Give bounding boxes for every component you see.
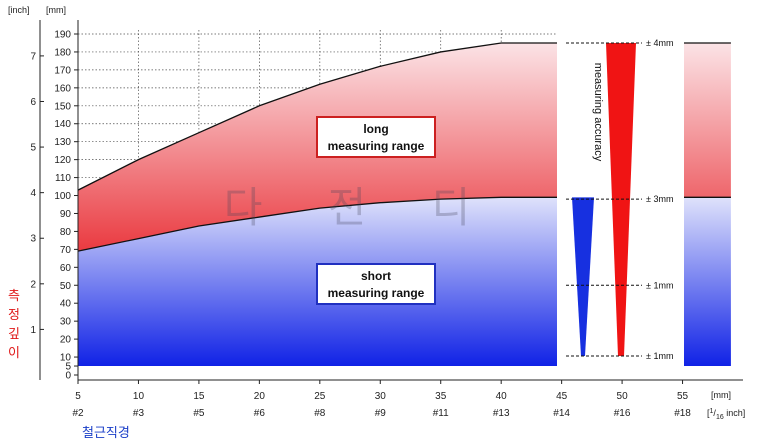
- y-tick-label: 90: [60, 209, 72, 220]
- accuracy-level-label: ± 4mm: [646, 38, 673, 48]
- inch-tick-label: 6: [30, 97, 36, 108]
- inch-tick-label: 1: [30, 325, 36, 336]
- x-tick-label: 10: [133, 391, 145, 402]
- y-tick-label: 100: [54, 191, 71, 202]
- x-rebar-label: #11: [433, 408, 449, 419]
- y-tick-label: 60: [60, 263, 72, 274]
- y-tick-label: 0: [65, 371, 71, 382]
- y-tick-label: 160: [54, 83, 71, 94]
- korean-x-label: 철근직경: [82, 426, 130, 441]
- x-tick-label: 35: [435, 391, 447, 402]
- x-tick-label: 30: [375, 391, 387, 402]
- y-tick-label: 10: [60, 353, 72, 364]
- inch-tick-label: 3: [30, 234, 36, 245]
- watermark-text: 다 전 디: [224, 183, 497, 232]
- long-range-label-line1: long: [363, 122, 388, 136]
- x-tick-label: 5: [75, 391, 81, 402]
- x-tick-label: 15: [193, 391, 205, 402]
- accuracy-level-label: ± 3mm: [646, 194, 673, 204]
- y-tick-label: 180: [54, 47, 71, 58]
- short-range-label-line2: measuring range: [328, 286, 425, 300]
- x-rebar-label: #16: [614, 408, 631, 419]
- x-rebar-label: #13: [493, 408, 510, 419]
- inch-tick-label: 2: [30, 279, 36, 290]
- inch-tick-label: 7: [30, 51, 36, 62]
- x-rebar-label: #9: [375, 408, 387, 419]
- accuracy-axis-label: measuring accuracy: [592, 63, 604, 162]
- y-tick-label: 20: [60, 335, 72, 346]
- y-tick-label: 140: [54, 119, 71, 130]
- accuracy-wedge-short: [572, 197, 594, 357]
- y-tick-label: 190: [54, 30, 71, 41]
- x-tick-label: 40: [496, 391, 508, 402]
- y-tick-label: 70: [60, 245, 72, 256]
- short-range-label-line1: short: [361, 269, 391, 283]
- x-rebar-label: #8: [314, 408, 326, 419]
- long-range-label: long measuring range: [316, 116, 436, 158]
- accuracy-level-label: ± 1mm: [646, 351, 673, 361]
- y-tick-label: 40: [60, 299, 72, 310]
- x-tick-label: 25: [314, 391, 326, 402]
- y-tick-label: 130: [54, 137, 71, 148]
- y-tick-label: 50: [60, 281, 72, 292]
- long-range-label-line2: measuring range: [328, 139, 425, 153]
- x-inch-unit: [1/16 inch]: [707, 408, 745, 421]
- x-tick-label: 50: [617, 391, 629, 402]
- x-rebar-label: #3: [133, 408, 145, 419]
- inch-tick-label: 5: [30, 143, 36, 154]
- x-tick-label: 45: [556, 391, 568, 402]
- y-tick-label: 80: [60, 227, 72, 238]
- y-tick-label: 5: [65, 362, 71, 373]
- y-tick-label: 120: [54, 155, 71, 166]
- y-tick-label: 150: [54, 101, 71, 112]
- short-range-line: [77, 196, 731, 252]
- x-tick-label: 55: [677, 391, 689, 402]
- y-tick-label: 110: [55, 173, 71, 184]
- accuracy-level-label: ± 1mm: [646, 280, 673, 290]
- x-rebar-label: #6: [254, 408, 266, 419]
- short-range-label: short measuring range: [316, 263, 436, 305]
- x-rebar-label: #5: [193, 408, 205, 419]
- x-mm-unit: [mm]: [711, 390, 731, 400]
- inch-tick-label: 4: [30, 188, 36, 199]
- mm-axis-unit: [mm]: [46, 5, 66, 15]
- long-range-line: [77, 42, 731, 191]
- inch-axis-unit: [inch]: [8, 5, 30, 15]
- x-rebar-label: #14: [553, 408, 570, 419]
- x-rebar-label: #18: [674, 408, 691, 419]
- x-tick-label: 20: [254, 391, 266, 402]
- x-rebar-label: #2: [72, 408, 84, 419]
- y-tick-label: 30: [60, 317, 72, 328]
- y-tick-label: 170: [54, 65, 71, 76]
